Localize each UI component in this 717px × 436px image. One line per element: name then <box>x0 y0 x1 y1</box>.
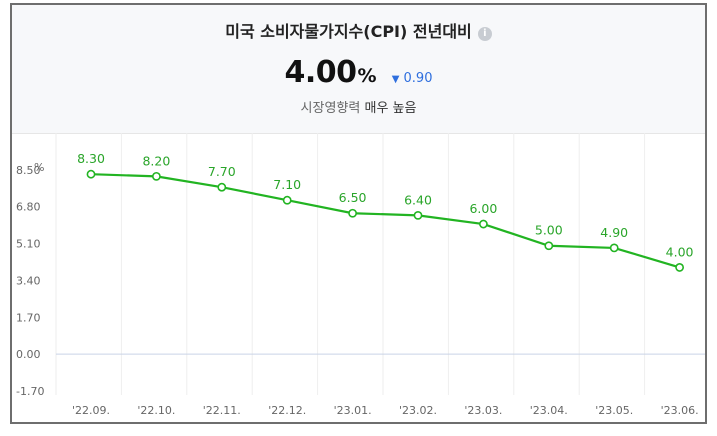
data-point <box>675 263 684 272</box>
market-impact-value: 매우 높음 <box>364 101 417 116</box>
market-impact-label: 시장영향력 <box>300 101 361 116</box>
x-tick-label: '23.03. <box>464 404 502 417</box>
x-tick-label: '22.11. <box>203 404 241 417</box>
x-tick-label: '23.05. <box>595 404 633 417</box>
current-value: 4.00 <box>284 55 358 90</box>
data-point <box>609 243 619 253</box>
y-tick-label: 6.80 <box>16 201 41 214</box>
data-label: 6.40 <box>404 192 432 207</box>
y-tick-label: -1.70 <box>16 385 44 398</box>
x-tick-label: '22.12. <box>268 404 306 417</box>
data-point <box>413 210 423 220</box>
data-label: 4.00 <box>666 244 694 259</box>
series-line <box>90 173 680 269</box>
change-indicator: ▼ 0.90 <box>392 71 433 86</box>
change-value: 0.90 <box>403 71 433 86</box>
y-axis-label: % <box>34 161 44 174</box>
cpi-widget: 미국 소비자물가지수(CPI) 전년대비 i 4.00% ▼ 0.90 시장영향력… <box>10 3 707 424</box>
x-tick-label: '22.09. <box>72 404 110 417</box>
data-label: 5.00 <box>535 223 563 238</box>
indicator-title: 미국 소비자물가지수(CPI) 전년대비 <box>225 22 472 41</box>
grid-layer <box>55 133 705 395</box>
data-label: 6.00 <box>469 201 497 216</box>
data-point <box>478 219 488 229</box>
data-label: 6.50 <box>339 190 367 205</box>
data-label-layer: 8.30 8.20 7.70 7.10 6.50 6.40 6.00 5.00 4.90 4.00 <box>77 151 693 259</box>
indicator-header: 미국 소비자물가지수(CPI) 전년대비 i 4.00% ▼ 0.90 시장영향력… <box>12 5 705 134</box>
data-point <box>348 208 357 218</box>
x-tick-label: '22.10. <box>137 404 175 417</box>
x-tick-label: '23.01. <box>334 404 372 417</box>
indicator-value-row: 4.00% ▼ 0.90 <box>12 55 705 90</box>
y-tick-label: 0.00 <box>16 348 41 361</box>
y-tick-label: 5.10 <box>16 238 41 251</box>
series-layer <box>86 169 684 272</box>
cpi-line-chart: %8.506.805.103.401.700.00-1.70 '22.09. '2… <box>16 133 705 417</box>
data-label: 4.90 <box>600 225 628 240</box>
x-axis: '22.09. '22.10. '22.11. '22.12. '23.01. '23.0… <box>72 404 699 417</box>
down-arrow-icon: ▼ <box>391 74 400 85</box>
y-tick-label: 1.70 <box>16 311 41 324</box>
y-tick-label: 8.50 <box>16 164 41 177</box>
data-point <box>282 195 292 205</box>
data-point <box>217 182 227 192</box>
data-label: 8.20 <box>142 153 170 168</box>
market-impact: 시장영향력 매우 높음 <box>12 97 705 116</box>
data-label: 7.10 <box>273 177 301 192</box>
y-axis: %8.50 6.80 5.10 3.40 1.70 0.00 -1.70 <box>16 161 44 398</box>
info-icon[interactable]: i <box>477 27 492 41</box>
x-tick-label: '23.04. <box>530 404 568 417</box>
y-tick-label: 3.40 <box>16 274 41 287</box>
x-tick-label: '23.02. <box>399 404 437 417</box>
data-point <box>151 171 161 181</box>
indicator-title-row: 미국 소비자물가지수(CPI) 전년대비 i <box>12 18 705 42</box>
data-point <box>86 169 96 179</box>
data-label: 8.30 <box>77 151 105 166</box>
x-tick-label: '23.06. <box>661 404 699 417</box>
value-unit: % <box>357 65 377 87</box>
data-label: 7.70 <box>208 164 236 179</box>
data-point <box>544 241 554 251</box>
